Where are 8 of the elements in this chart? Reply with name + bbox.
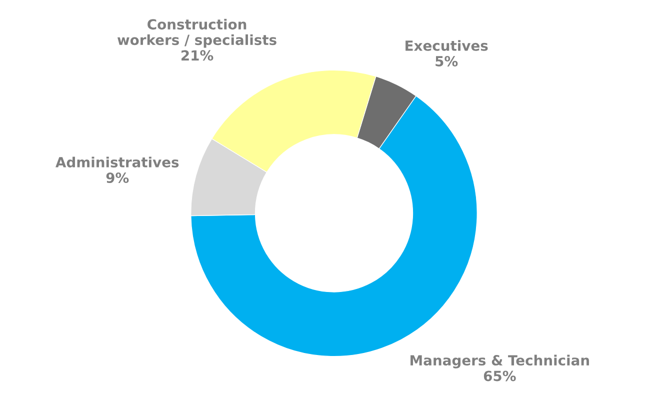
data-label: 21% xyxy=(182,50,214,61)
slice-label: Administratives xyxy=(56,156,179,168)
data-label: 5% xyxy=(436,56,458,66)
slice-label: Managers & Technician xyxy=(410,354,589,368)
slice-label: Executives xyxy=(406,40,488,51)
data-label: 65% xyxy=(484,370,516,382)
slice-label: Construction workers / specialists xyxy=(117,18,276,48)
data-label: 9% xyxy=(106,172,129,184)
